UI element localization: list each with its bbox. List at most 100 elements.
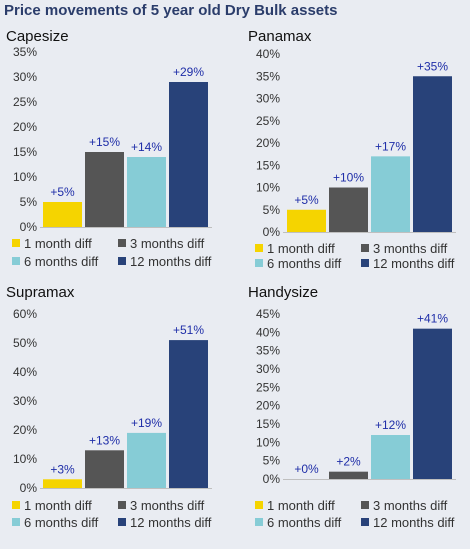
y-tick-label: 45% [256, 307, 280, 321]
y-tick-label: 40% [256, 47, 280, 61]
legend-label: 12 months diff [373, 256, 455, 271]
y-tick-label: 10% [13, 452, 37, 466]
y-tick-label: 10% [13, 170, 37, 184]
legend-swatch [255, 259, 263, 267]
legend-label: 3 months diff [373, 241, 448, 256]
y-tick-label: 25% [256, 114, 280, 128]
data-label: +15% [89, 135, 120, 149]
bar-4 [169, 82, 208, 227]
y-tick-label: 10% [256, 435, 280, 449]
y-tick-label: 60% [13, 307, 37, 321]
y-tick-label: 30% [256, 362, 280, 376]
y-tick-label: 5% [263, 454, 281, 468]
legend-swatch [255, 501, 263, 509]
y-tick-label: 15% [256, 158, 280, 172]
chart-panel-supramax: Supramax 0% 10% 20% 30% 40% 50% 60% +3% +13% +19% +… [6, 284, 212, 530]
bar-1 [43, 202, 82, 227]
panel-title: Capesize [6, 28, 69, 45]
panel-title: Handysize [248, 284, 318, 301]
legend-label: 1 month diff [24, 236, 92, 251]
data-label: +5% [50, 185, 75, 199]
legend-label: 1 month diff [267, 498, 335, 513]
legend-swatch [12, 518, 20, 526]
chart-panel-panamax: Panamax 0% 5% 10% 15% 20% 25% 30% 35% 40% +5% +10% +… [248, 28, 456, 271]
bar-4 [413, 76, 452, 232]
bar-3 [371, 435, 410, 479]
data-label: +29% [173, 65, 204, 79]
legend-label: 12 months diff [130, 515, 212, 530]
data-label: +3% [50, 462, 75, 476]
y-tick-label: 30% [256, 92, 280, 106]
data-label: +14% [131, 140, 162, 154]
data-label: +17% [375, 139, 406, 153]
y-tick-label: 20% [256, 399, 280, 413]
data-label: +12% [375, 418, 406, 432]
y-tick-label: 5% [20, 195, 38, 209]
y-tick-label: 10% [256, 181, 280, 195]
legend-swatch [118, 257, 126, 265]
y-tick-label: 30% [13, 394, 37, 408]
y-tick-label: 25% [256, 380, 280, 394]
data-label: +2% [336, 455, 361, 469]
legend-label: 3 months diff [130, 236, 205, 251]
bar-2 [329, 187, 368, 232]
chart-panel-handysize: Handysize 0% 5% 10% 15% 20% 25% 30% 35% 40% 45% +0%… [248, 284, 456, 530]
bar-2 [85, 152, 124, 227]
bar-4 [169, 340, 208, 488]
y-tick-label: 50% [13, 336, 37, 350]
legend-label: 3 months diff [373, 498, 448, 513]
legend-label: 12 months diff [130, 254, 212, 269]
y-tick-label: 0% [20, 481, 38, 495]
y-tick-label: 25% [13, 95, 37, 109]
y-tick-label: 35% [256, 69, 280, 83]
legend-label: 6 months diff [24, 254, 99, 269]
data-label: +13% [89, 433, 120, 447]
y-tick-label: 35% [13, 45, 37, 59]
data-label: +51% [173, 323, 204, 337]
y-tick-label: 20% [13, 423, 37, 437]
legend-label: 6 months diff [267, 256, 342, 271]
y-tick-label: 15% [256, 417, 280, 431]
bar-2 [85, 450, 124, 488]
y-tick-label: 20% [13, 120, 37, 134]
data-label: +19% [131, 416, 162, 430]
bar-1 [43, 479, 82, 488]
legend-label: 12 months diff [373, 515, 455, 530]
bar-2 [329, 471, 368, 479]
y-tick-label: 30% [13, 70, 37, 84]
y-tick-label: 0% [263, 225, 281, 239]
y-tick-label: 20% [256, 136, 280, 150]
legend-label: 6 months diff [24, 515, 99, 530]
y-tick-label: 0% [263, 472, 281, 486]
page-title: Price movements of 5 year old Dry Bulk a… [4, 2, 338, 19]
data-label: +35% [417, 59, 448, 73]
legend-label: 1 month diff [24, 498, 92, 513]
legend-swatch [361, 244, 369, 252]
panel-title: Supramax [6, 284, 75, 301]
bar-1 [287, 209, 326, 232]
legend-swatch [12, 501, 20, 509]
bar-3 [371, 156, 410, 232]
y-tick-label: 15% [13, 145, 37, 159]
legend-swatch [118, 518, 126, 526]
legend-swatch [118, 501, 126, 509]
panel-title: Panamax [248, 28, 312, 45]
bar-4 [413, 328, 452, 479]
legend-swatch [12, 239, 20, 247]
y-tick-label: 35% [256, 344, 280, 358]
chart-panel-capesize: Capesize 0% 5% 10% 15% 20% 25% 30% 35% +5% +15% +14… [6, 28, 212, 269]
legend-swatch [12, 257, 20, 265]
data-label: +10% [333, 171, 364, 185]
legend-swatch [255, 244, 263, 252]
y-tick-label: 40% [13, 365, 37, 379]
y-tick-label: 0% [20, 220, 38, 234]
legend-swatch [361, 259, 369, 267]
y-tick-label: 40% [256, 325, 280, 339]
legend-label: 1 month diff [267, 241, 335, 256]
y-tick-label: 5% [263, 203, 281, 217]
legend-swatch [118, 239, 126, 247]
bar-3 [127, 432, 166, 488]
data-label: +41% [417, 312, 448, 326]
